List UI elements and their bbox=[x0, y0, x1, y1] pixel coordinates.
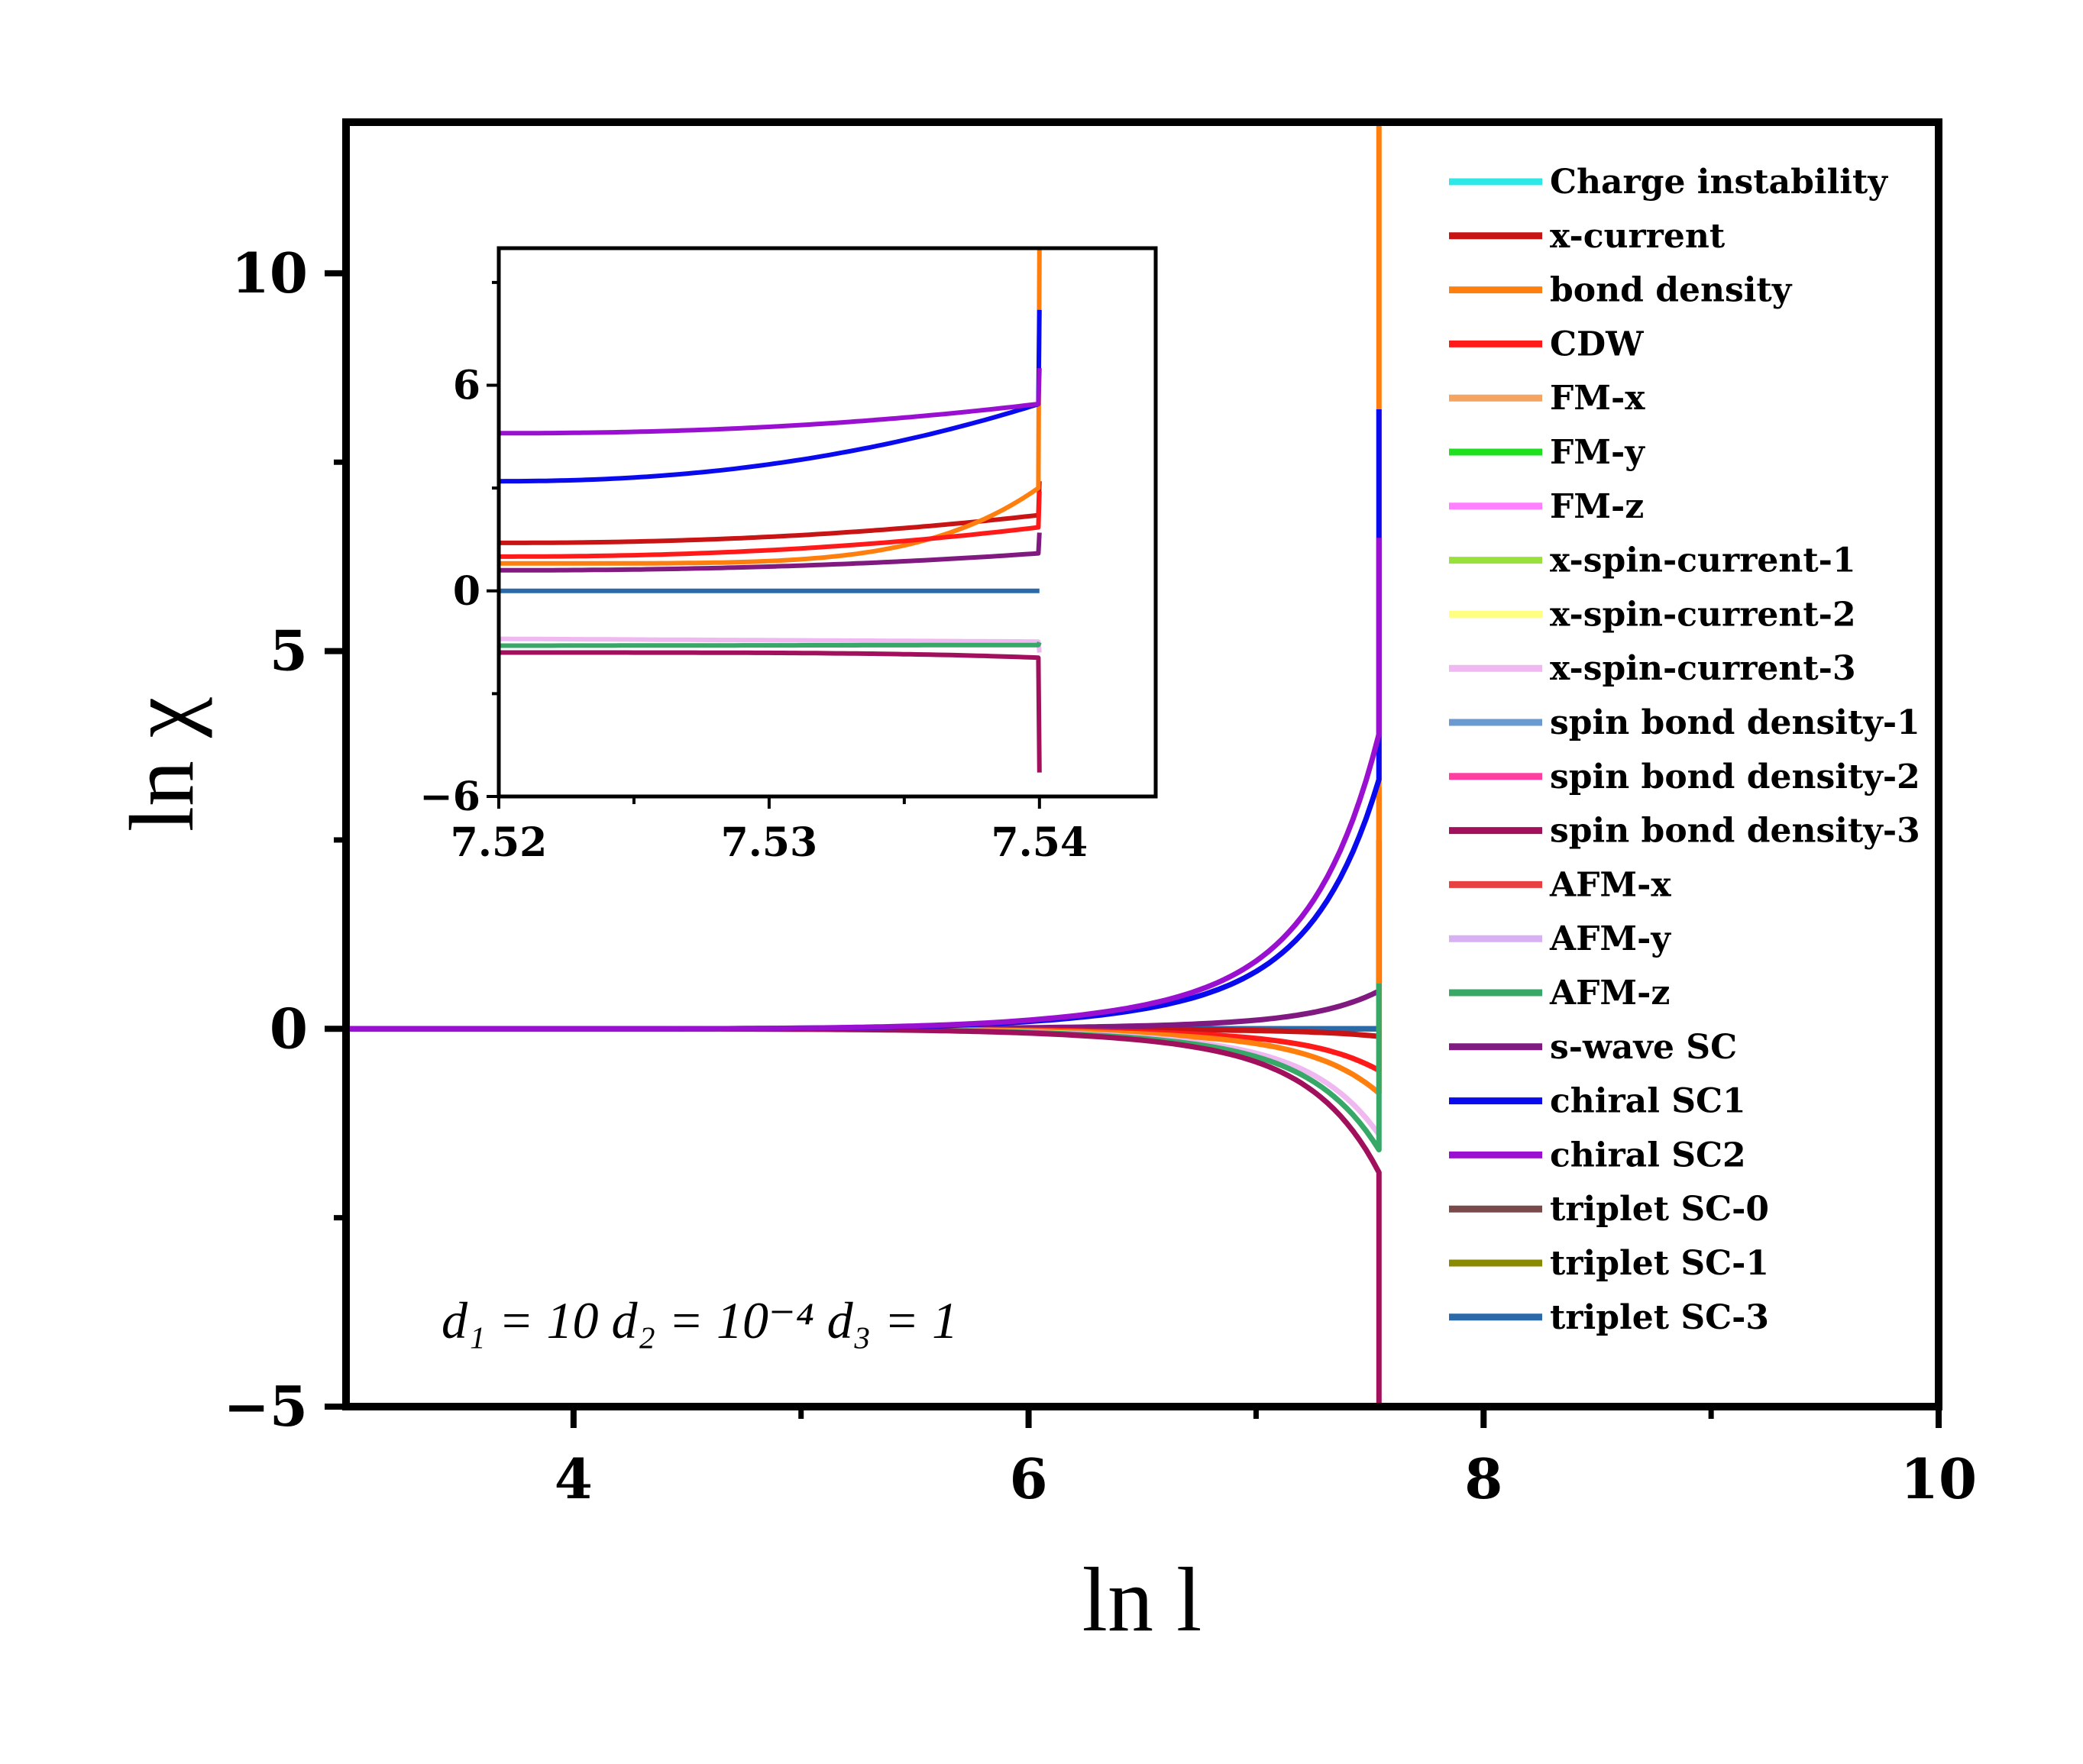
inset-y-tick-label: 0 bbox=[453, 568, 480, 615]
legend-label: spin bond density-3 bbox=[1550, 812, 1920, 851]
legend-label: AFM-y bbox=[1549, 919, 1671, 958]
legend-label: AFM-z bbox=[1549, 974, 1670, 1013]
legend-label: x-spin-current-2 bbox=[1550, 595, 1856, 634]
legend-label: CDW bbox=[1550, 325, 1644, 363]
legend-item: s-wave SC bbox=[1449, 1028, 1737, 1067]
legend-item: triplet SC-3 bbox=[1449, 1298, 1769, 1337]
legend-label: x-spin-current-1 bbox=[1550, 541, 1856, 580]
parameter-annotation: d₁ = 10 d₂ = 10⁻⁴ d₃ = 1 bbox=[442, 1291, 958, 1349]
legend-label: triplet SC-0 bbox=[1550, 1190, 1769, 1229]
x-tick-label: 6 bbox=[1010, 1446, 1048, 1511]
legend-item: FM-x bbox=[1449, 379, 1645, 418]
series-line-afm-z bbox=[346, 983, 1382, 1153]
y-tick-label: 10 bbox=[231, 241, 308, 305]
inset-x-tick-label: 7.54 bbox=[991, 819, 1088, 866]
series-line-x-spin-current-3 bbox=[346, 1026, 1382, 1136]
main-plot-frame bbox=[342, 118, 1942, 1410]
legend-item: triplet SC-0 bbox=[1449, 1190, 1769, 1229]
series-line-x-current bbox=[346, 839, 1382, 1039]
main-plot-axes: 4 6 8 10 −5 0 5 10 bbox=[224, 241, 1978, 1511]
legend-item: triplet SC-1 bbox=[1449, 1244, 1769, 1283]
legend-item: spin bond density-2 bbox=[1449, 758, 1920, 796]
inset-series-line-s-wave-sc bbox=[499, 532, 1042, 573]
x-tick-label: 4 bbox=[555, 1446, 593, 1511]
main-plot-curves bbox=[346, 122, 1382, 1407]
inset-series-line-x-current bbox=[499, 481, 1042, 545]
series-line-s-wave-sc bbox=[346, 900, 1382, 1032]
legend-label: x-spin-current-3 bbox=[1550, 649, 1856, 688]
legend-item: x-spin-current-1 bbox=[1449, 541, 1856, 580]
legend-label: chiral SC2 bbox=[1550, 1136, 1746, 1174]
inset-y-tick-label: −6 bbox=[419, 774, 480, 820]
legend-item: CDW bbox=[1449, 325, 1644, 363]
inset-series-line-cdw bbox=[499, 491, 1042, 559]
legend-label: FM-x bbox=[1550, 379, 1645, 418]
legend-label: FM-y bbox=[1550, 433, 1645, 472]
series-line-chiral-sc2 bbox=[346, 538, 1382, 1032]
legend-label: triplet SC-1 bbox=[1550, 1244, 1769, 1283]
legend-item: x-spin-current-2 bbox=[1449, 595, 1856, 634]
legend-item: FM-y bbox=[1449, 433, 1645, 472]
legend-label: s-wave SC bbox=[1550, 1028, 1737, 1067]
legend-label: chiral SC1 bbox=[1550, 1082, 1746, 1121]
legend-label: AFM-x bbox=[1549, 865, 1671, 904]
legend-label: triplet SC-3 bbox=[1550, 1298, 1769, 1337]
legend-label: FM-z bbox=[1550, 487, 1644, 526]
inset-plot-axes: 7.52 7.53 7.54 −6 0 6 bbox=[419, 280, 1088, 866]
inset-series-line-spin-bond-density-3 bbox=[499, 650, 1042, 773]
legend-label: spin bond density-1 bbox=[1550, 703, 1920, 742]
legend-item: AFM-x bbox=[1449, 865, 1671, 904]
legend-item: chiral SC1 bbox=[1449, 1082, 1746, 1121]
legend-item: AFM-z bbox=[1449, 974, 1670, 1013]
x-tick-label: 8 bbox=[1464, 1446, 1502, 1511]
legend-item: AFM-y bbox=[1449, 919, 1671, 958]
legend-item: x-current bbox=[1449, 217, 1726, 256]
inset-plot-frame bbox=[496, 246, 1158, 799]
legend-item: bond density bbox=[1449, 271, 1793, 310]
y-tick-label: 0 bbox=[270, 996, 308, 1061]
inset-plot-curves bbox=[499, 248, 1042, 773]
inset-series-line-chiral-sc2 bbox=[499, 368, 1042, 436]
y-tick-label: 5 bbox=[270, 619, 308, 683]
legend: Charge instability x-current bond density C… bbox=[1449, 163, 1920, 1337]
legend-label: bond density bbox=[1550, 271, 1793, 310]
inset-series-line-bond-density bbox=[499, 248, 1042, 566]
inset-series-line-chiral-sc1 bbox=[499, 309, 1042, 484]
inset-x-tick-label: 7.52 bbox=[451, 819, 548, 866]
legend-item: chiral SC2 bbox=[1449, 1136, 1746, 1174]
legend-item: FM-z bbox=[1449, 487, 1644, 526]
legend-item: spin bond density-3 bbox=[1449, 812, 1920, 851]
y-tick-label: −5 bbox=[224, 1374, 308, 1439]
inset-x-tick-label: 7.53 bbox=[721, 819, 818, 866]
legend-label: x-current bbox=[1550, 217, 1726, 256]
inset-y-tick-label: 6 bbox=[453, 363, 480, 409]
series-line-spin-bond-density-3 bbox=[346, 1026, 1382, 1407]
inset-series-line-x-spin-current-3 bbox=[499, 636, 1042, 653]
x-tick-label: 10 bbox=[1900, 1446, 1977, 1511]
legend-item: Charge instability bbox=[1449, 163, 1888, 202]
inset-series-line-afm-z bbox=[499, 641, 1042, 648]
legend-item: spin bond density-1 bbox=[1449, 703, 1920, 742]
y-axis-title: ln χ bbox=[111, 697, 212, 832]
inset-background bbox=[499, 248, 1156, 796]
legend-label: spin bond density-2 bbox=[1550, 758, 1920, 796]
legend-label: Charge instability bbox=[1550, 163, 1888, 202]
legend-item: x-spin-current-3 bbox=[1449, 649, 1856, 688]
x-axis-title: ln l bbox=[1082, 1549, 1202, 1650]
